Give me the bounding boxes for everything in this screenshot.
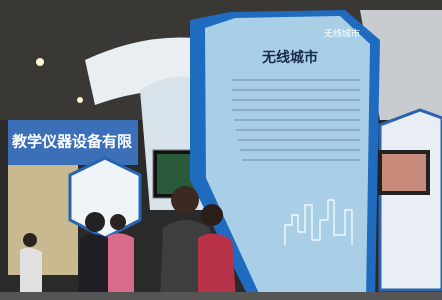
hexagon-sign: [70, 158, 140, 238]
ceiling-light: [36, 58, 44, 66]
booth-wall: [8, 165, 78, 275]
person-body: [198, 233, 236, 300]
board-corner-title: 无线城市: [324, 28, 360, 40]
photo: 教学仪器设备有限 无线城市 无线城市: [0, 0, 442, 300]
person-head: [171, 186, 199, 214]
person-body: [108, 233, 134, 300]
board-title: 无线城市: [261, 49, 318, 66]
banner-text: 教学仪器设备有限: [11, 133, 132, 151]
person-head: [85, 212, 105, 232]
page: 教学仪器设备有限 无线城市 无线城市 (() => { const data =…: [0, 0, 442, 300]
person-head: [201, 204, 223, 226]
kiosk-screen-image: [382, 154, 426, 191]
right-kiosk: [380, 110, 442, 290]
person-head: [110, 214, 126, 230]
person-body: [78, 234, 112, 300]
floor: [0, 292, 442, 300]
person-head: [23, 233, 37, 247]
ceiling-light: [77, 97, 83, 103]
